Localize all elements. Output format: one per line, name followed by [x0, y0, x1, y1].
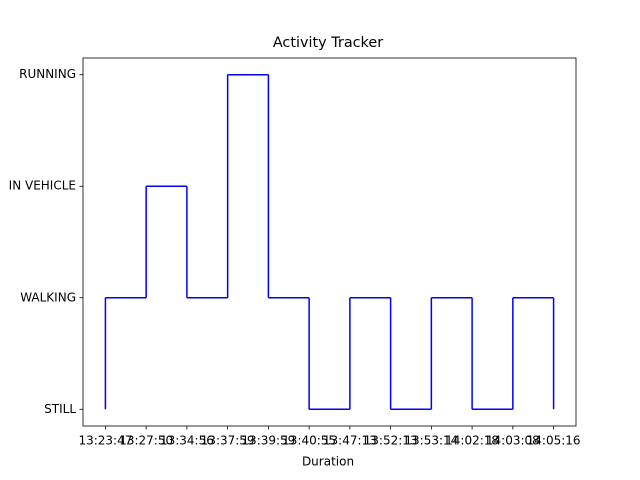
x-tick-label: 14:05:16 [527, 434, 581, 448]
x-tick-label: 13:23:47 [78, 434, 132, 448]
x-tick-label: 13:53:14 [404, 434, 458, 448]
x-tick-label: 13:40:55 [282, 434, 336, 448]
x-tick-label: 13:52:13 [364, 434, 418, 448]
y-tick-label: RUNNING [19, 67, 76, 81]
plot-frame [82, 57, 577, 427]
x-tick-label: 13:37:59 [201, 434, 255, 448]
x-tick-label: 13:34:56 [160, 434, 214, 448]
y-tick-label: IN VEHICLE [9, 179, 76, 193]
x-tick-label: 13:47:13 [323, 434, 377, 448]
x-tick-label: 13:27:50 [119, 434, 173, 448]
x-tick-label: 13:39:59 [241, 434, 295, 448]
x-tick-label: 14:03:08 [486, 434, 540, 448]
y-tick-label: STILL [44, 402, 76, 416]
x-tick-label: 14:02:18 [445, 434, 499, 448]
x-axis-label: Duration [302, 455, 354, 469]
y-tick-label: WALKING [20, 290, 76, 304]
chart-title: Activity Tracker [273, 35, 383, 51]
